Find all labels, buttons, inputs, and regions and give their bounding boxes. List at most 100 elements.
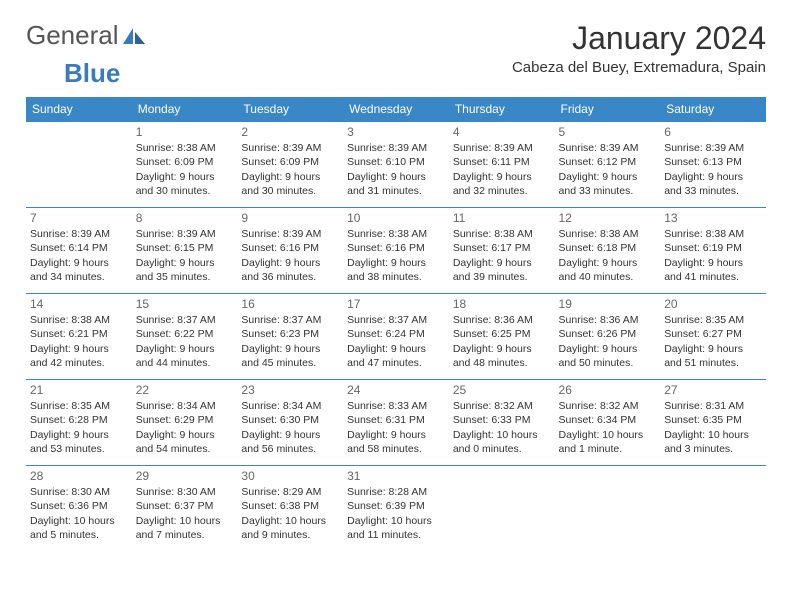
- sunset-line: Sunset: 6:30 PM: [241, 413, 339, 427]
- daylight-line-1: Daylight: 9 hours: [559, 342, 657, 356]
- day-number: 14: [30, 296, 128, 312]
- day-number: 30: [241, 468, 339, 484]
- sunrise-line: Sunrise: 8:38 AM: [453, 227, 551, 241]
- calendar-cell: 7Sunrise: 8:39 AMSunset: 6:14 PMDaylight…: [26, 208, 132, 294]
- day-number: 7: [30, 210, 128, 226]
- daylight-line-1: Daylight: 10 hours: [559, 428, 657, 442]
- calendar-cell: 15Sunrise: 8:37 AMSunset: 6:22 PMDayligh…: [132, 294, 238, 380]
- day-number: 15: [136, 296, 234, 312]
- sunset-line: Sunset: 6:12 PM: [559, 155, 657, 169]
- logo-text-blue: Blue: [64, 58, 120, 88]
- daylight-line-2: and 45 minutes.: [241, 356, 339, 370]
- daylight-line-1: Daylight: 10 hours: [136, 514, 234, 528]
- sunrise-line: Sunrise: 8:39 AM: [559, 141, 657, 155]
- calendar-table: SundayMondayTuesdayWednesdayThursdayFrid…: [26, 97, 766, 552]
- sunset-line: Sunset: 6:21 PM: [30, 327, 128, 341]
- calendar-cell: [449, 466, 555, 552]
- day-number: 1: [136, 124, 234, 140]
- sunrise-line: Sunrise: 8:39 AM: [136, 227, 234, 241]
- sunset-line: Sunset: 6:16 PM: [241, 241, 339, 255]
- daylight-line-2: and 5 minutes.: [30, 528, 128, 542]
- day-number: 18: [453, 296, 551, 312]
- sunrise-line: Sunrise: 8:38 AM: [30, 313, 128, 327]
- sunrise-line: Sunrise: 8:31 AM: [664, 399, 762, 413]
- calendar-cell: 3Sunrise: 8:39 AMSunset: 6:10 PMDaylight…: [343, 122, 449, 208]
- sunrise-line: Sunrise: 8:36 AM: [559, 313, 657, 327]
- sunrise-line: Sunrise: 8:39 AM: [453, 141, 551, 155]
- daylight-line-2: and 30 minutes.: [136, 184, 234, 198]
- daylight-line-2: and 48 minutes.: [453, 356, 551, 370]
- sunrise-line: Sunrise: 8:34 AM: [136, 399, 234, 413]
- sunrise-line: Sunrise: 8:39 AM: [347, 141, 445, 155]
- sunset-line: Sunset: 6:38 PM: [241, 499, 339, 513]
- calendar-cell: 30Sunrise: 8:29 AMSunset: 6:38 PMDayligh…: [237, 466, 343, 552]
- sunset-line: Sunset: 6:34 PM: [559, 413, 657, 427]
- sunset-line: Sunset: 6:15 PM: [136, 241, 234, 255]
- day-number: 2: [241, 124, 339, 140]
- sunset-line: Sunset: 6:18 PM: [559, 241, 657, 255]
- sunrise-line: Sunrise: 8:33 AM: [347, 399, 445, 413]
- daylight-line-2: and 9 minutes.: [241, 528, 339, 542]
- sunset-line: Sunset: 6:17 PM: [453, 241, 551, 255]
- daylight-line-1: Daylight: 9 hours: [30, 428, 128, 442]
- calendar-cell: 27Sunrise: 8:31 AMSunset: 6:35 PMDayligh…: [660, 380, 766, 466]
- sunset-line: Sunset: 6:37 PM: [136, 499, 234, 513]
- daylight-line-1: Daylight: 9 hours: [136, 342, 234, 356]
- sunrise-line: Sunrise: 8:37 AM: [347, 313, 445, 327]
- daylight-line-2: and 33 minutes.: [664, 184, 762, 198]
- calendar-cell: 23Sunrise: 8:34 AMSunset: 6:30 PMDayligh…: [237, 380, 343, 466]
- daylight-line-1: Daylight: 9 hours: [559, 256, 657, 270]
- sunset-line: Sunset: 6:14 PM: [30, 241, 128, 255]
- calendar-cell: 26Sunrise: 8:32 AMSunset: 6:34 PMDayligh…: [555, 380, 661, 466]
- calendar-cell: 4Sunrise: 8:39 AMSunset: 6:11 PMDaylight…: [449, 122, 555, 208]
- calendar-cell: 5Sunrise: 8:39 AMSunset: 6:12 PMDaylight…: [555, 122, 661, 208]
- calendar-body: 1 Sunrise: 8:38 AM Sunset: 6:09 PM Daylight…: [26, 122, 766, 552]
- day-number: 19: [559, 296, 657, 312]
- calendar-cell: 9Sunrise: 8:39 AMSunset: 6:16 PMDaylight…: [237, 208, 343, 294]
- daylight-line-2: and 7 minutes.: [136, 528, 234, 542]
- sunrise-line: Sunrise: 8:38 AM: [664, 227, 762, 241]
- sunset-line: Sunset: 6:10 PM: [347, 155, 445, 169]
- sunrise-line: Sunrise: 8:38 AM: [347, 227, 445, 241]
- daylight-line-2: and 1 minute.: [559, 442, 657, 456]
- sunset-line: Sunset: 6:33 PM: [453, 413, 551, 427]
- daylight-line-2: and 41 minutes.: [664, 270, 762, 284]
- daylight-line-2: and 11 minutes.: [347, 528, 445, 542]
- daylight-line-1: Daylight: 9 hours: [136, 428, 234, 442]
- day-number: 8: [136, 210, 234, 226]
- calendar-cell: 25Sunrise: 8:32 AMSunset: 6:33 PMDayligh…: [449, 380, 555, 466]
- location-label: Cabeza del Buey, Extremadura, Spain: [512, 59, 766, 76]
- daylight-line-1: Daylight: 9 hours: [664, 256, 762, 270]
- calendar-head: SundayMondayTuesdayWednesdayThursdayFrid…: [26, 97, 766, 122]
- calendar-cell: 24Sunrise: 8:33 AMSunset: 6:31 PMDayligh…: [343, 380, 449, 466]
- calendar-cell: 22Sunrise: 8:34 AMSunset: 6:29 PMDayligh…: [132, 380, 238, 466]
- sunrise-line: Sunrise: 8:29 AM: [241, 485, 339, 499]
- day-number: 22: [136, 382, 234, 398]
- calendar-cell: 12Sunrise: 8:38 AMSunset: 6:18 PMDayligh…: [555, 208, 661, 294]
- calendar-cell: 1Sunrise: 8:38 AMSunset: 6:09 PMDaylight…: [132, 122, 238, 208]
- day-number: 13: [664, 210, 762, 226]
- dow-row: SundayMondayTuesdayWednesdayThursdayFrid…: [26, 97, 766, 122]
- calendar-cell: 13Sunrise: 8:38 AMSunset: 6:19 PMDayligh…: [660, 208, 766, 294]
- daylight-line-1: Daylight: 9 hours: [241, 342, 339, 356]
- day-number: 3: [347, 124, 445, 140]
- daylight-line-1: Daylight: 9 hours: [347, 170, 445, 184]
- daylight-line-1: Daylight: 9 hours: [453, 256, 551, 270]
- day-number: 25: [453, 382, 551, 398]
- sunset-line: Sunset: 6:11 PM: [453, 155, 551, 169]
- daylight-line-2: and 44 minutes.: [136, 356, 234, 370]
- calendar-cell: 2Sunrise: 8:39 AMSunset: 6:09 PMDaylight…: [237, 122, 343, 208]
- sunset-line: Sunset: 6:09 PM: [241, 155, 339, 169]
- day-number: 21: [30, 382, 128, 398]
- daylight-line-1: Daylight: 10 hours: [30, 514, 128, 528]
- calendar-cell: [555, 466, 661, 552]
- daylight-line-1: Daylight: 9 hours: [136, 256, 234, 270]
- calendar-cell: [660, 466, 766, 552]
- day-number: 31: [347, 468, 445, 484]
- sunrise-line: Sunrise: 8:30 AM: [136, 485, 234, 499]
- day-number: 29: [136, 468, 234, 484]
- calendar-cell: [26, 122, 132, 208]
- sunrise-line: Sunrise: 8:39 AM: [30, 227, 128, 241]
- daylight-line-2: and 32 minutes.: [453, 184, 551, 198]
- day-number: 10: [347, 210, 445, 226]
